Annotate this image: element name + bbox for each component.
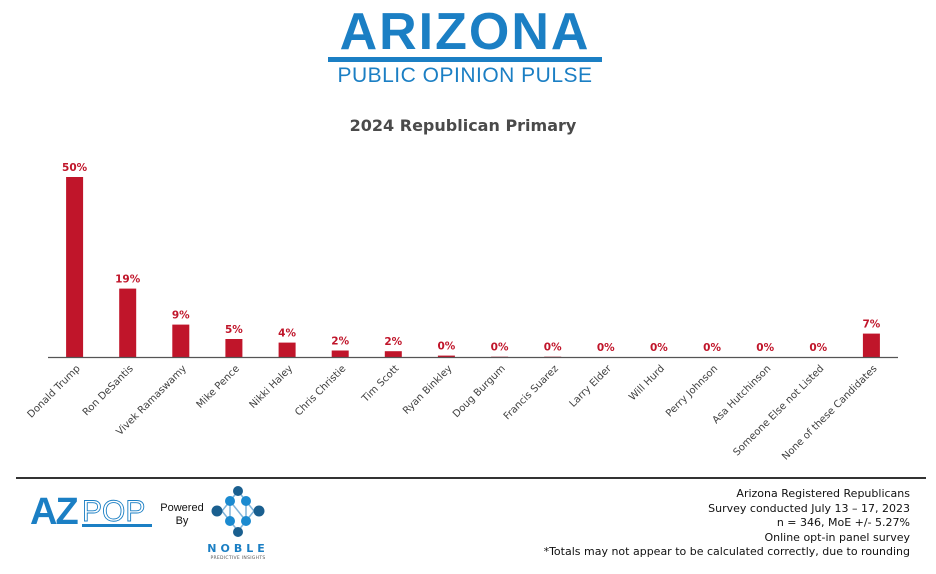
data-label: 4% [278, 328, 296, 340]
x-tick-label: Francis Suarez [502, 363, 561, 422]
data-label: 0% [703, 342, 721, 354]
data-label: 19% [115, 274, 141, 286]
arizona-public-opinion-pulse-logo: ARIZONA PUBLIC OPINION PULSE [310, 2, 620, 87]
bar-doug-burgum [491, 356, 509, 357]
azpop-logo: AZ POP [30, 494, 152, 530]
data-label: 0% [756, 342, 774, 354]
note-sample: n = 346, MoE +/- 5.27% [776, 516, 910, 529]
data-label: 0% [597, 342, 615, 354]
data-label: 9% [172, 310, 190, 322]
bar-chris-christie [331, 350, 349, 357]
data-label: 0% [491, 341, 509, 353]
x-tick-label: Chris Christie [293, 363, 348, 418]
data-label: 0% [650, 342, 668, 354]
x-tick-label: None of these Candidates [780, 363, 879, 462]
x-tick-label: Someone Else not Listed [731, 363, 826, 458]
data-label: 0% [437, 341, 455, 353]
bar-nikki-haley [278, 342, 296, 357]
logo-underline [328, 57, 602, 62]
survey-notes: Arizona Registered Republicans Survey co… [544, 487, 910, 560]
x-tick-label: Doug Burgum [451, 363, 508, 420]
bar-none-of-these-candidates [862, 333, 880, 357]
note-rounding: *Totals may not appear to be calculated … [543, 545, 910, 558]
svg-text:POP: POP [82, 495, 145, 528]
x-tick-label: Nikki Haley [248, 363, 296, 411]
by-label: By [175, 515, 189, 527]
data-label: 5% [225, 324, 243, 336]
svg-text:AZ: AZ [30, 494, 78, 530]
x-tick-label: Ron DeSantis [81, 363, 136, 418]
noble-logo-icon [211, 486, 265, 537]
x-tick-label: Tim Scott [359, 363, 401, 405]
x-tick-label: Donald Trump [26, 363, 83, 420]
x-tick-label: Ryan Binkley [401, 363, 455, 417]
x-tick-label: Larry Elder [568, 363, 615, 410]
x-tick-label: Mike Pence [195, 363, 242, 410]
bar-ryan-binkley [437, 355, 455, 357]
bar-tim-scott [384, 351, 402, 357]
logo-title: ARIZONA [339, 3, 591, 61]
footer-divider [16, 477, 926, 479]
logo-subtitle: PUBLIC OPINION PULSE [337, 64, 593, 87]
x-tick-label: Perry Johnson [664, 363, 720, 419]
bar-chart: 50% 19% 9% 5% 4% 2% 2% 0% 0% 0% 0% 0% 0% 0% 0% 7% Donal… [26, 162, 898, 463]
note-population: Arizona Registered Republicans [736, 487, 910, 500]
data-label: 2% [384, 336, 402, 348]
powered-label: Powered [160, 502, 204, 514]
bar-vivek-ramaswamy [172, 324, 190, 357]
data-label: 2% [331, 336, 349, 348]
data-label: 50% [62, 162, 88, 174]
powered-by-text: Powered By [160, 502, 204, 528]
note-method: Online opt-in panel survey [764, 530, 910, 544]
noble-wordmark: NOBLE [207, 542, 269, 555]
data-label: 0% [809, 342, 827, 354]
noble-tagline: PREDICTIVE INSIGHTS [210, 556, 266, 561]
x-tick-label: Will Hurd [627, 363, 667, 403]
chart-title: 2024 Republican Primary [349, 116, 577, 135]
bar-mike-pence [225, 339, 243, 357]
data-label: 0% [544, 341, 562, 353]
bar-ron-desantis [119, 288, 137, 357]
bar-francis-suarez [544, 356, 562, 357]
bar-donald-trump [66, 177, 84, 357]
note-dates: Survey conducted July 13 – 17, 2023 [708, 501, 910, 515]
data-label: 7% [862, 319, 880, 331]
